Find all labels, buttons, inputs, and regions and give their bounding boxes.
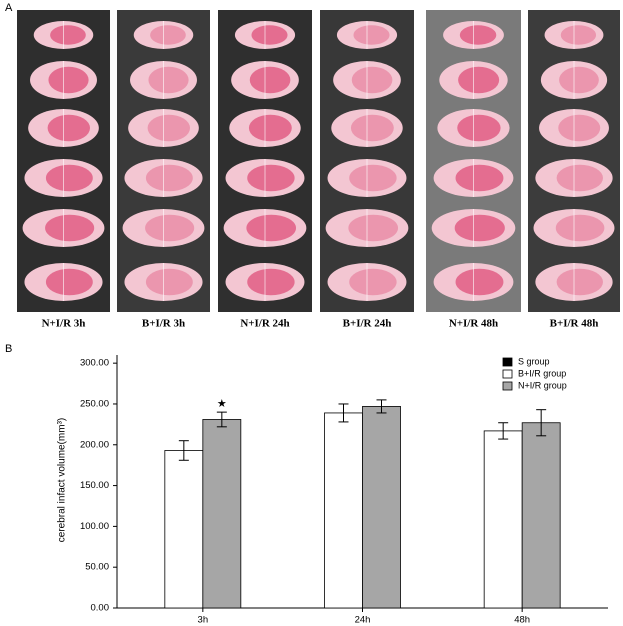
y-tick-label: 0.00: [91, 603, 110, 614]
y-tick-label: 200.00: [80, 439, 109, 450]
infarct-region: [454, 214, 505, 242]
infarct-region: [351, 66, 393, 94]
annotation: ★: [217, 398, 227, 410]
infarct-region: [455, 268, 504, 296]
legend-swatch: [502, 369, 513, 379]
legend-swatch: [502, 357, 513, 367]
bar: [362, 406, 401, 609]
infarct-region: [348, 214, 399, 242]
bar: [164, 450, 204, 609]
infarct-region: [47, 114, 91, 142]
infarct-region: [349, 268, 397, 296]
photo-label: B+I/R 3h: [142, 318, 185, 330]
infarct-region: [145, 214, 195, 242]
infarct-region: [555, 214, 605, 242]
y-tick-label: 100.00: [80, 521, 109, 532]
infarct-region: [353, 25, 390, 45]
bar: [202, 419, 242, 609]
infarct-region: [455, 164, 504, 192]
infarct-region: [45, 164, 93, 192]
y-tick-label: 50.00: [85, 562, 109, 573]
infarct-region: [559, 66, 599, 94]
infarct-region: [558, 114, 601, 142]
infarct-region: [556, 164, 603, 192]
infarct-region: [50, 25, 86, 45]
infarct-region: [145, 268, 193, 296]
infarct-region: [150, 25, 186, 45]
infarct-region: [247, 268, 295, 296]
infarct-region: [556, 268, 603, 296]
infarct-region: [350, 114, 394, 142]
x-tick-label: 24h: [355, 615, 371, 626]
photo-label: N+I/R 24h: [240, 318, 289, 330]
infarct-region: [45, 214, 95, 242]
infarct-region: [458, 66, 500, 94]
infarct-region: [457, 114, 501, 142]
photo-panels: [17, 10, 620, 312]
infarct-region: [251, 25, 288, 45]
legend-swatch: [502, 381, 513, 391]
infarct-region: [147, 114, 191, 142]
infarct-region: [145, 164, 193, 192]
infarct-region: [246, 214, 297, 242]
infarct-region: [247, 164, 295, 192]
bar: [521, 422, 561, 609]
photo-label: B+I/R 48h: [550, 318, 599, 330]
x-tick-label: 48h: [514, 615, 530, 626]
legend-label: B+I/R group: [518, 368, 566, 378]
infarct-region: [48, 66, 89, 94]
infarct-region: [249, 66, 291, 94]
bar: [483, 430, 523, 609]
infarct-region: [148, 66, 189, 94]
infarct-region: [349, 164, 397, 192]
y-axis-label: cerebral infact volume(mm³): [57, 418, 68, 542]
infarct-region: [560, 25, 597, 45]
bar: [324, 412, 363, 609]
x-tick-label: 3h: [198, 615, 209, 626]
infarct-region: [248, 114, 292, 142]
panel-letter: B: [5, 343, 12, 355]
legend-label: N+I/R group: [518, 380, 567, 390]
photo-label: B+I/R 24h: [343, 318, 392, 330]
y-tick-label: 150.00: [80, 480, 109, 491]
y-tick-label: 250.00: [80, 398, 109, 409]
photo-label: N+I/R 48h: [449, 318, 498, 330]
panel-letter: A: [5, 2, 13, 14]
y-tick-label: 300.00: [80, 358, 109, 369]
infarct-region: [45, 268, 93, 296]
photo-label: N+I/R 3h: [42, 318, 86, 330]
infarct-region: [459, 25, 497, 45]
legend-label: S group: [518, 356, 550, 366]
